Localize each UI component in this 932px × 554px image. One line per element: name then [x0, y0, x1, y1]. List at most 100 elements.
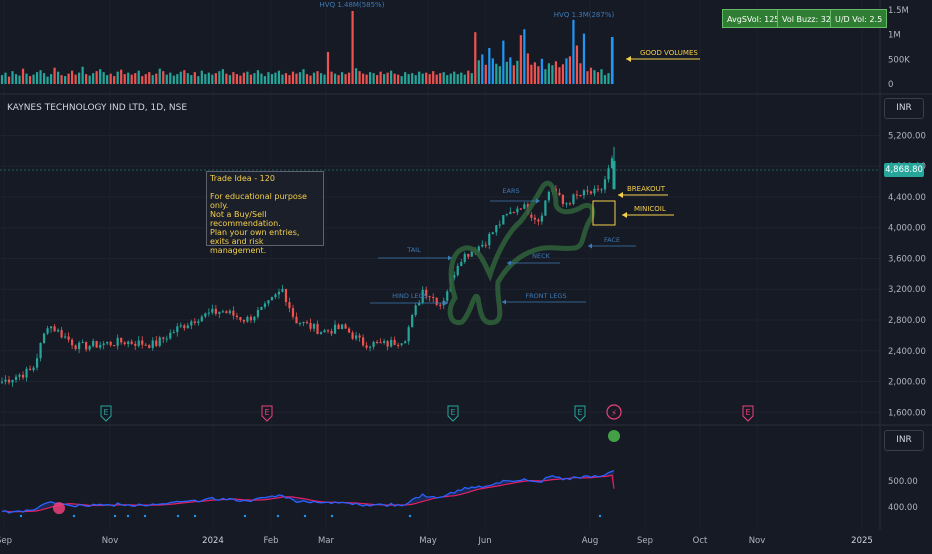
volume-bar	[463, 74, 466, 84]
volume-bar	[246, 71, 249, 84]
candle-body	[204, 313, 207, 317]
volume-bar	[235, 74, 238, 84]
rs-dot	[143, 514, 147, 518]
volume-bar	[593, 70, 596, 84]
candle-body	[365, 345, 368, 348]
candle-body	[123, 342, 126, 345]
candle-body	[78, 342, 81, 350]
volume-bar	[544, 69, 547, 84]
rs-dot	[19, 514, 23, 518]
volume-bar	[421, 73, 424, 84]
candle-body	[505, 214, 508, 216]
volume-bar	[200, 70, 203, 84]
currency-button[interactable]: INR	[884, 98, 924, 119]
volume-bar	[21, 68, 25, 84]
rs-line	[1, 469, 615, 514]
volume-bar	[582, 33, 586, 84]
candle-body	[162, 337, 165, 339]
candle-body	[7, 379, 11, 383]
note-heading: Trade Idea - 120	[210, 174, 275, 183]
volume-bar	[558, 67, 561, 84]
neck-arrowhead	[507, 260, 511, 266]
candle-body	[481, 244, 484, 247]
volume-bar	[519, 35, 522, 84]
candle-body	[267, 300, 270, 304]
time-tick-label: 2024	[202, 536, 224, 546]
volume-bar	[551, 65, 554, 84]
candle-body	[333, 324, 337, 334]
candle-body	[421, 289, 424, 303]
candle-body	[453, 275, 456, 278]
dividend-event-icon	[606, 404, 622, 420]
volume-bar	[428, 74, 431, 84]
good-volumes-label: GOOD VOLUMES	[640, 49, 698, 57]
candle-body	[323, 330, 326, 333]
volume-bar	[516, 60, 519, 84]
candle-body	[582, 190, 586, 196]
volume-bar	[67, 73, 70, 84]
candle-body	[155, 340, 158, 346]
volume-bar	[99, 69, 102, 84]
volume-bar	[102, 72, 105, 84]
candle-body	[200, 316, 203, 322]
candle-body	[488, 233, 491, 246]
note-body: For educational purpose only. Not a Buy/…	[210, 192, 307, 255]
volume-bar	[78, 72, 81, 84]
candle-body	[179, 325, 182, 327]
volume-bar	[442, 72, 445, 84]
volume-bar	[260, 73, 263, 84]
volume-bar	[425, 72, 428, 84]
candle-body	[586, 190, 589, 192]
candle-body	[530, 214, 533, 218]
volume-bar	[502, 40, 505, 84]
earnings-event-icon	[574, 405, 586, 422]
rs-dot	[193, 514, 197, 518]
candle-body	[281, 288, 284, 292]
candle-body	[312, 323, 316, 329]
candle-body	[214, 308, 217, 314]
candle-body	[74, 345, 77, 350]
earnings-event-glyph: E	[103, 408, 108, 417]
volume-bar	[193, 72, 196, 84]
volume-bar	[4, 72, 7, 84]
candle-body	[21, 374, 25, 378]
volume-bar	[474, 32, 477, 84]
price-tick-label: 4,400.00	[888, 193, 926, 203]
candle-body	[512, 211, 515, 213]
candle-body	[326, 330, 330, 332]
volume-bar	[218, 71, 221, 84]
indicator-currency-button[interactable]: INR	[884, 430, 924, 451]
candle-body	[242, 320, 245, 322]
volume-bar	[284, 73, 288, 84]
front-legs-arrowhead	[502, 299, 506, 305]
relative-strength-pane	[1, 430, 620, 518]
volume-bar	[333, 73, 337, 84]
volume-bar	[589, 67, 593, 84]
candle-body	[42, 333, 46, 344]
volume-bar	[295, 73, 298, 84]
volume-bar	[253, 73, 256, 84]
hvq-label-2: HVQ 1.3M(287%)	[554, 11, 615, 19]
volume-bar	[197, 76, 200, 84]
ears-label: EARS	[502, 187, 519, 195]
candle-body	[228, 310, 231, 314]
candle-body	[372, 341, 375, 347]
volume-bar	[270, 74, 274, 84]
volume-bar	[596, 72, 600, 84]
time-tick-label: Oct	[693, 536, 708, 546]
breakout-label: BREAKOUT	[627, 185, 666, 193]
minicoil-arrowhead	[622, 212, 627, 218]
volume-bar	[190, 75, 193, 84]
volume-bar	[323, 74, 326, 84]
rs-tick-label: 500.00	[888, 477, 918, 487]
volume-bar	[158, 68, 161, 84]
volume-bar	[470, 73, 473, 84]
axes: 5,200.004,800.004,400.004,000.003,600.00…	[0, 6, 926, 546]
candle-body	[253, 316, 256, 321]
volume-bar	[137, 70, 140, 84]
volume-bar	[186, 73, 189, 84]
volume-bar	[106, 75, 109, 84]
volume-bar	[579, 63, 582, 84]
neck-label: NECK	[532, 252, 551, 260]
